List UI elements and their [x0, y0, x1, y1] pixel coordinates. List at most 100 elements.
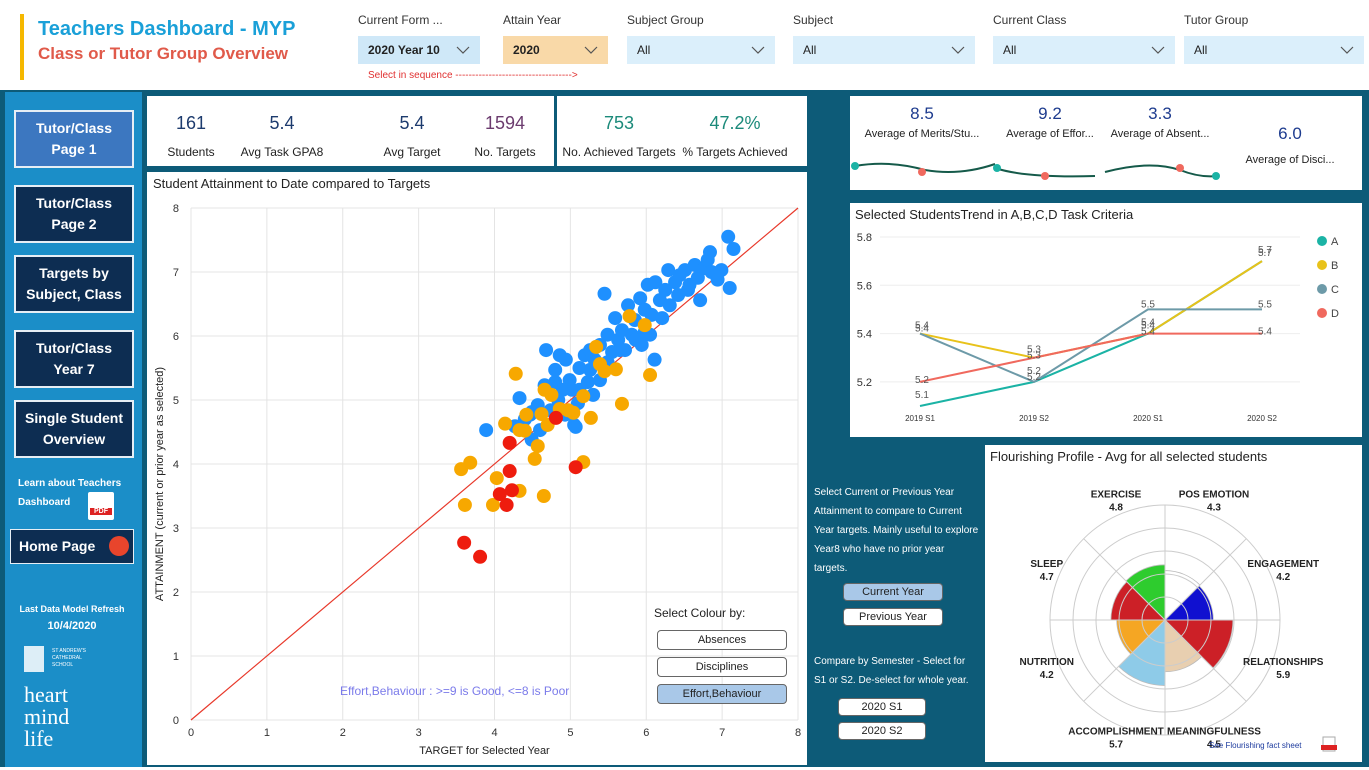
pdf-icon[interactable]: PDF [88, 492, 114, 520]
colour-by-button[interactable]: Effort,Behaviour [657, 684, 787, 704]
point [580, 375, 595, 390]
line-chart: Selected StudentsTrend in A,B,C,D Task C… [855, 207, 1339, 423]
kpi-value: 8.5 [910, 104, 934, 123]
x-tick-label: 4 [491, 727, 497, 739]
point [502, 464, 517, 479]
y-tick-label: 8 [173, 203, 179, 215]
point [621, 298, 636, 313]
kpi-label: No. Targets [474, 145, 536, 159]
kpi-value: 47.2% [709, 113, 761, 133]
point [558, 352, 573, 367]
nav-button[interactable]: Tutor/Class Page 1 [14, 110, 134, 168]
point [643, 368, 658, 383]
y-tick-label: 4 [173, 459, 179, 471]
nav-button[interactable]: Single Student Overview [14, 400, 134, 458]
legend-label: D [1331, 308, 1339, 320]
point [597, 364, 612, 379]
learn-link[interactable]: Learn about Teachers Dashboard [18, 478, 122, 508]
year-button[interactable]: Current Year [843, 583, 943, 601]
value-label: 4.2 [1040, 670, 1054, 681]
point [463, 455, 478, 470]
semester-button[interactable]: 2020 S1 [838, 698, 926, 716]
refresh-label: Last Data Model Refresh [19, 604, 125, 614]
chevron [584, 46, 598, 54]
point [489, 471, 504, 486]
point [530, 439, 545, 454]
filter-label: Subject [793, 13, 834, 27]
point [722, 281, 737, 295]
value-label: 4.5 [1207, 739, 1221, 750]
nav-button[interactable]: Tutor/Class Page 2 [14, 185, 134, 243]
filter-label: Tutor Group [1184, 13, 1249, 27]
filter-label: Current Class [993, 13, 1067, 27]
point [662, 298, 677, 313]
point [644, 307, 659, 322]
year-instructions: Select Current or Previous Year Attainme… [814, 487, 979, 574]
point [648, 275, 663, 290]
kpi-label: Students [167, 145, 215, 159]
chevron [1151, 46, 1165, 54]
filter-dropdown[interactable]: All [793, 36, 975, 64]
point [661, 263, 676, 278]
data-label: 5.2 [915, 375, 929, 386]
point [614, 396, 629, 411]
kpi-label: Avg Task GPA8 [240, 145, 324, 159]
chevron [951, 46, 965, 54]
filter-dropdown[interactable]: All [627, 36, 775, 64]
value-label: 5.9 [1276, 670, 1290, 681]
point [568, 460, 583, 475]
y-tick-label: 5 [173, 395, 179, 407]
filter-dropdown[interactable]: 2020 Year 10 [358, 36, 480, 64]
point [589, 339, 604, 354]
value-label: 4.7 [1040, 572, 1054, 583]
spoke [1164, 538, 1247, 621]
data-label: 5.3 [1027, 351, 1041, 362]
x-tick-label: 8 [795, 727, 801, 739]
annotation: Effort,Behaviour : >=9 is Good, <=8 is P… [340, 684, 569, 698]
colour-by-button[interactable]: Absences [657, 630, 787, 650]
legend-marker [1317, 260, 1327, 270]
point [548, 362, 563, 377]
filter-dropdown[interactable]: All [993, 36, 1175, 64]
point [714, 263, 729, 278]
kpi-panel-right [850, 96, 1362, 190]
year-button[interactable]: Previous Year [843, 608, 943, 626]
point [608, 362, 623, 377]
kpi-value: 161 [175, 113, 207, 133]
point [512, 423, 527, 438]
refresh-date: 10/4/2020 [47, 620, 97, 632]
kpi-label: No. Achieved Targets [562, 145, 676, 159]
x-tick-label: 0 [188, 727, 194, 739]
kpi-panel [147, 96, 554, 166]
point [519, 407, 534, 422]
accent-bar [20, 14, 24, 80]
x-tick-label: 2020 S1 [1133, 414, 1163, 423]
point [498, 416, 513, 431]
kpi-label: Average of Merits/Stu... [864, 128, 980, 140]
kpi-label: Average of Effor... [1006, 128, 1094, 140]
home-icon [109, 536, 129, 556]
sparkline [1104, 164, 1219, 178]
y-tick-label: 5.6 [857, 280, 872, 292]
data-label: 5.7 [1258, 245, 1272, 256]
point [597, 286, 612, 301]
filter-label: Current Form ... [358, 13, 443, 27]
filter-dropdown[interactable]: 2020 [503, 36, 608, 64]
home-button[interactable]: Home Page [10, 529, 134, 564]
point [512, 391, 527, 406]
nav-button[interactable]: Tutor/Class Year 7 [14, 330, 134, 388]
filter-dropdown[interactable]: All [1184, 36, 1364, 64]
category-label: SLEEP [1030, 559, 1063, 570]
filter-value: All [803, 43, 817, 57]
y-tick-label: 5.4 [857, 329, 872, 341]
x-tick-label: 5 [567, 727, 573, 739]
semester-button[interactable]: 2020 S2 [838, 722, 926, 740]
point [567, 417, 582, 432]
point [536, 489, 551, 503]
point [544, 387, 559, 402]
chevron [751, 46, 765, 54]
colour-by-button[interactable]: Disciplines [657, 657, 787, 677]
nav-button[interactable]: Targets by Subject, Class [14, 255, 134, 313]
category-label: ENGAGEMENT [1247, 559, 1319, 570]
y-tick-label: 5.2 [857, 377, 872, 389]
